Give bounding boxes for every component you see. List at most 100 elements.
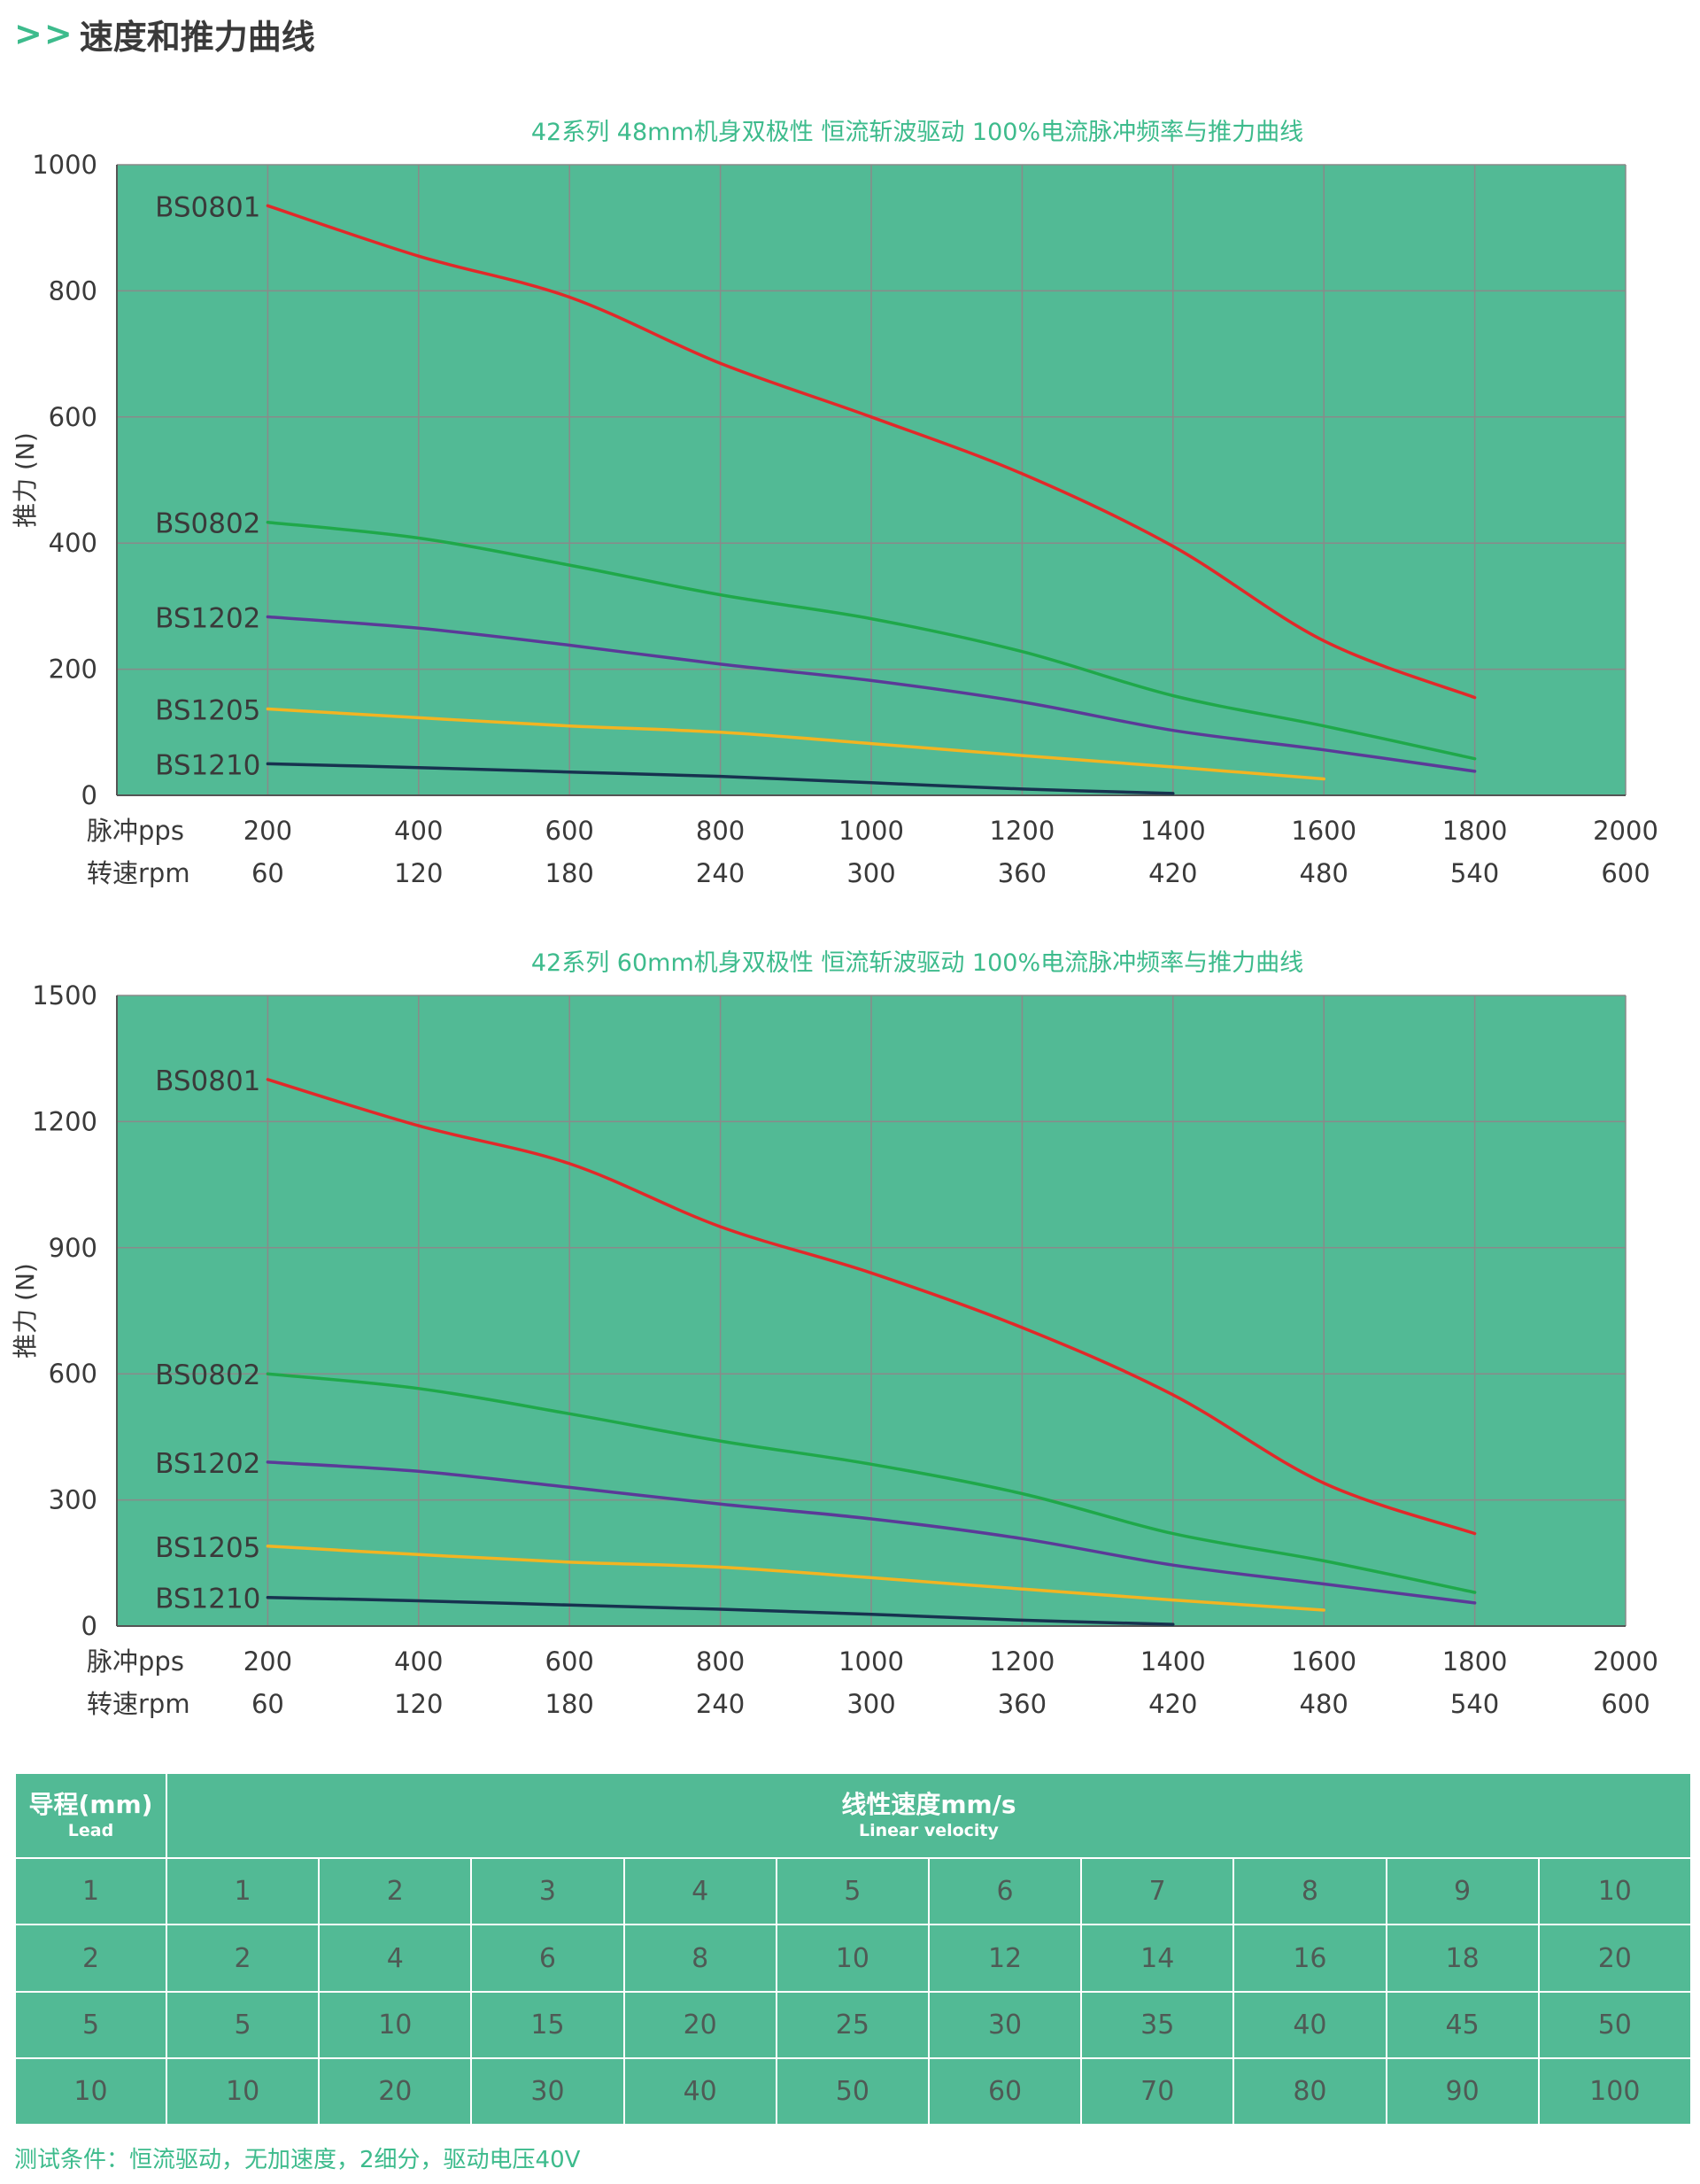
y-tick-label: 1200: [32, 1106, 97, 1136]
lead-cell: 5: [14, 1990, 167, 2059]
series-label-bs1210: BS1210: [155, 1584, 260, 1615]
chart-title: 42系列 60mm机身双极性 恒流斩波驱动 100%电流脉冲频率与推力曲线: [531, 949, 1303, 977]
x-tick-label-rpm: 240: [696, 1689, 745, 1719]
x-tick-label-pps: 800: [696, 816, 745, 846]
velocity-cell: 14: [1080, 1924, 1235, 1993]
lead-header-sub: Lead: [67, 1821, 114, 1841]
x-tick-label-pps: 1800: [1442, 816, 1508, 846]
series-label-bs1202: BS1202: [155, 603, 260, 635]
x-tick-label-pps: 1200: [989, 816, 1055, 846]
lead-header: 导程(mm) Lead: [14, 1771, 167, 1860]
y-tick-label: 200: [49, 654, 97, 685]
velocity-cell: 3: [470, 1857, 625, 1926]
x-tick-label-rpm: 180: [545, 858, 594, 888]
velocity-cell: 2: [318, 1857, 473, 1926]
y-tick-label: 900: [49, 1233, 97, 1263]
y-tick-label: 300: [49, 1485, 97, 1515]
velocity-cell: 40: [1232, 1990, 1387, 2059]
chart-svg: 42系列 60mm机身双极性 恒流斩波驱动 100%电流脉冲频率与推力曲线 0 30…: [11, 949, 1658, 1719]
x-tick-label-rpm: 600: [1601, 1689, 1650, 1719]
velocity-cell: 8: [1232, 1857, 1387, 1926]
velocity-cell: 10: [1537, 1857, 1692, 1926]
y-axis-label: 推力 (N): [11, 1263, 40, 1359]
section-title: 速度和推力曲线: [79, 17, 315, 57]
table-row: 5 5 10 15 20 25 30 35 40 45 50: [14, 1990, 1692, 2059]
velocity-cell: 20: [622, 1990, 777, 2059]
series-line-bs1210: [266, 762, 1175, 795]
x-tick-label-pps: 400: [394, 816, 443, 846]
x-tick-label-rpm: 480: [1300, 858, 1348, 888]
velocity-cell: 18: [1385, 1924, 1540, 1993]
section-header: >> 速度和推力曲线: [14, 7, 315, 60]
x-row-label-rpm: 转速rpm: [87, 858, 190, 888]
velocity-cell: 30: [927, 1990, 1083, 2059]
x-tick-label-pps: 1400: [1140, 1646, 1206, 1677]
lead-cell: 2: [14, 1924, 167, 1993]
series-line-bs1202: [266, 615, 1477, 773]
x-tick-label-rpm: 300: [846, 858, 895, 888]
velocity-header: 线性速度mm/s Linear velocity: [166, 1771, 1692, 1860]
section-arrows: >>: [14, 14, 74, 53]
series-label-bs1210: BS1210: [155, 749, 260, 781]
x-tick-label-rpm: 360: [998, 1689, 1047, 1719]
x-tick-label-rpm: 300: [846, 1689, 895, 1719]
x-tick-label-pps: 1400: [1140, 816, 1206, 846]
x-tick-label-pps: 400: [394, 1646, 443, 1677]
x-tick-label-pps: 2000: [1593, 816, 1658, 846]
x-tick-label-rpm: 180: [545, 1689, 594, 1719]
series-label-bs1202: BS1202: [155, 1448, 260, 1480]
lead-header-label: 导程(mm): [28, 1790, 153, 1820]
y-axis-label: 推力 (N): [11, 432, 40, 528]
y-tick-label: 0: [81, 780, 97, 810]
x-tick-label-rpm: 360: [998, 858, 1047, 888]
y-tick-label: 600: [49, 1359, 97, 1389]
x-tick-label-rpm: 120: [394, 858, 443, 888]
x-row-label-pps: 脉冲pps: [87, 816, 184, 846]
table-row: 10 10 20 30 40 50 60 70 80 90 100: [14, 2056, 1692, 2126]
x-tick-label-pps: 2000: [1593, 1646, 1658, 1677]
series-label-bs0801: BS0801: [155, 191, 260, 223]
chart-60mm: 42系列 60mm机身双极性 恒流斩波驱动 100%电流脉冲频率与推力曲线 0 30…: [0, 928, 1700, 1725]
x-tick-label-rpm: 480: [1300, 1689, 1348, 1719]
velocity-cell: 10: [318, 1990, 473, 2059]
x-row-label-rpm: 转速rpm: [87, 1689, 190, 1719]
velocity-header-label: 线性速度mm/s: [841, 1790, 1016, 1820]
x-tick-label-pps: 1000: [838, 1646, 904, 1677]
y-tick-label: 0: [81, 1611, 97, 1641]
series-label-bs1205: BS1205: [155, 694, 260, 726]
x-tick-label-rpm: 240: [696, 858, 745, 888]
series-label-bs1205: BS1205: [155, 1532, 260, 1564]
x-tick-label-rpm: 420: [1148, 858, 1197, 888]
series-label-bs0801: BS0801: [155, 1065, 260, 1097]
series-line-bs1205: [266, 707, 1325, 781]
velocity-cell: 45: [1385, 1990, 1540, 2059]
x-tick-label-pps: 200: [243, 816, 292, 846]
y-tick-label: 600: [49, 402, 97, 432]
y-tick-label: 800: [49, 275, 97, 306]
velocity-cell: 6: [927, 1857, 1083, 1926]
table-header-row: 导程(mm) Lead 线性速度mm/s Linear velocity: [14, 1771, 1692, 1860]
velocity-cell: 12: [927, 1924, 1083, 1993]
velocity-cell: 50: [1537, 1990, 1692, 2059]
x-row-label-pps: 脉冲pps: [87, 1646, 184, 1677]
series-line-bs1202: [266, 1460, 1477, 1605]
x-tick-label-pps: 200: [243, 1646, 292, 1677]
velocity-cell: 35: [1080, 1990, 1235, 2059]
velocity-header-sub: Linear velocity: [858, 1821, 999, 1841]
x-tick-label-pps: 1600: [1291, 1646, 1356, 1677]
velocity-cell: 10: [165, 2056, 321, 2126]
x-tick-label-rpm: 420: [1148, 1689, 1197, 1719]
velocity-cell: 100: [1537, 2056, 1692, 2126]
velocity-cell: 16: [1232, 1924, 1387, 1993]
x-tick-label-pps: 1800: [1442, 1646, 1508, 1677]
velocity-cell: 80: [1232, 2056, 1387, 2126]
series-line-bs1205: [266, 1545, 1325, 1612]
velocity-cell: 6: [470, 1924, 625, 1993]
lead-cell: 1: [14, 1857, 167, 1926]
x-tick-label-rpm: 540: [1450, 1689, 1499, 1719]
velocity-cell: 60: [927, 2056, 1083, 2126]
series-line-bs0802: [266, 1372, 1477, 1594]
y-tick-label: 1500: [32, 980, 97, 1011]
x-tick-label-rpm: 540: [1450, 858, 1499, 888]
chart-svg: 42系列 48mm机身双极性 恒流斩波驱动 100%电流脉冲频率与推力曲线 0 20…: [11, 119, 1658, 888]
